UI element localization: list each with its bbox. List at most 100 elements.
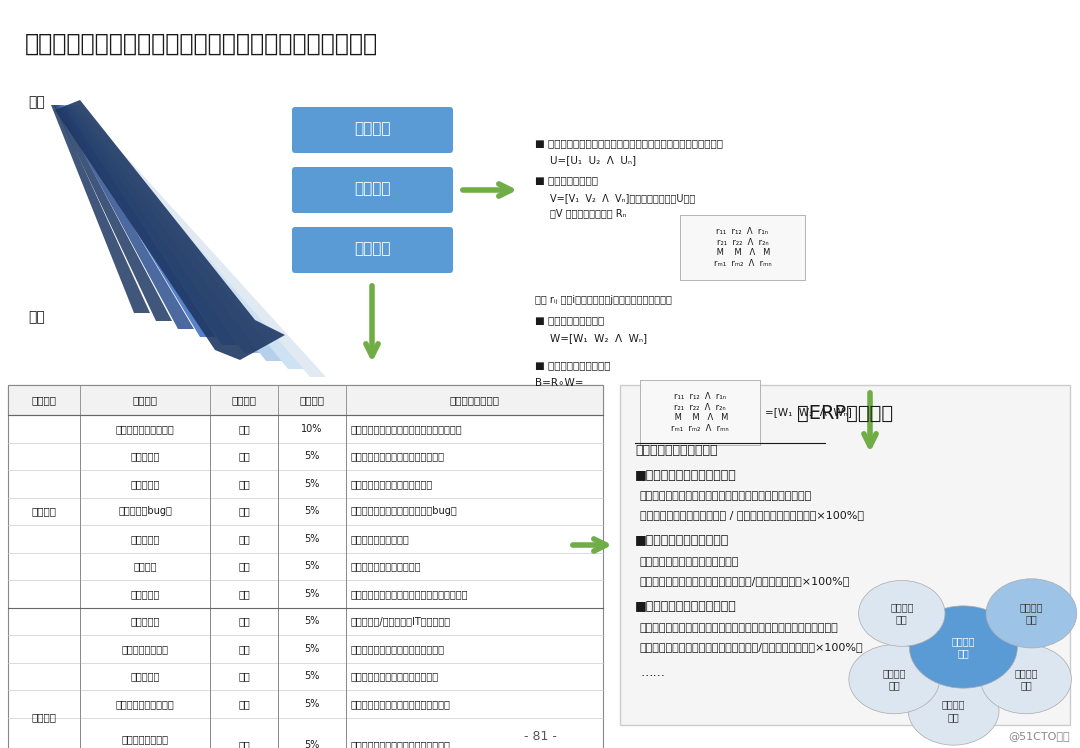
Text: 变革推动
风险: 变革推动 风险 — [942, 699, 966, 722]
Text: B=R∘W=: B=R∘W= — [535, 378, 583, 388]
Text: 其中 rᵢⱼ 为第i个指标针对第j个评价等级的隶属度。: 其中 rᵢⱼ 为第i个指标针对第j个评价等级的隶属度。 — [535, 295, 672, 305]
Text: 项目管理
风险: 项目管理 风险 — [882, 668, 906, 690]
Text: 效益指标: 效益指标 — [354, 242, 391, 257]
Ellipse shape — [909, 606, 1017, 688]
Text: U=[U₁  U₂  Λ  Uₙ]: U=[U₁ U₂ Λ Uₙ] — [550, 155, 636, 165]
Text: 系统普及率: 系统普及率 — [131, 589, 160, 598]
Ellipse shape — [981, 645, 1071, 714]
Text: 应用指标: 应用指标 — [354, 182, 391, 197]
Text: 通过信息化项目培训考试的员工比例: 通过信息化项目培训考试的员工比例 — [351, 644, 445, 654]
Text: 定量: 定量 — [238, 451, 249, 462]
FancyBboxPatch shape — [8, 385, 603, 748]
Text: 目的：促使对客户实行额度管理；: 目的：促使对客户实行额度管理； — [640, 557, 740, 567]
Text: 5%: 5% — [305, 506, 320, 516]
Text: r₁₁  r₁₂  Λ  r₁ₙ
r₂₁  r₂₂  Λ  r₂ₙ
 Μ    Μ   Λ   Μ
rₘ₁  rₘ₂  Λ  rₘₙ: r₁₁ r₁₂ Λ r₁ₙ r₂₁ r₂₂ Λ r₂ₙ Μ Μ Λ Μ rₘ₁ … — [714, 227, 771, 268]
Text: 5%: 5% — [305, 699, 320, 709]
Text: 实施效果
风险: 实施效果 风险 — [1020, 602, 1043, 625]
Text: 对管理提升的支持指标：: 对管理提升的支持指标： — [635, 444, 717, 456]
Text: W=[W₁  W₂  Λ  Wₙ]: W=[W₁ W₂ Λ Wₙ] — [550, 333, 647, 343]
Text: ■ 计算基础数据综合评价: ■ 计算基础数据综合评价 — [535, 360, 610, 370]
Text: ……: …… — [640, 666, 665, 679]
Text: 领导对信息系统重视度: 领导对信息系统重视度 — [116, 424, 174, 434]
Ellipse shape — [859, 580, 945, 646]
Text: 5%: 5% — [305, 644, 320, 654]
Text: ■资金安排准确率（收款）：: ■资金安排准确率（收款）： — [635, 468, 737, 482]
Text: 实际使用系统的人数和应使用系统人数的比率: 实际使用系统的人数和应使用系统人数的比率 — [351, 589, 469, 598]
Text: 定量: 定量 — [238, 589, 249, 598]
Text: 业务人员对信息化项目的运用能力: 业务人员对信息化项目的运用能力 — [351, 671, 440, 681]
Text: 5%: 5% — [305, 740, 320, 748]
Text: 数据输入的及时性
（指标集）: 数据输入的及时性 （指标集） — [121, 735, 168, 748]
Text: 5%: 5% — [305, 589, 320, 598]
Text: 定性: 定性 — [238, 424, 249, 434]
Text: =[W₁  W₂  Λ  Wₙ]: =[W₁ W₂ Λ Wₙ] — [765, 408, 852, 417]
Text: 5%: 5% — [305, 561, 320, 571]
Text: 5%: 5% — [305, 479, 320, 488]
Text: 复合型人才: 复合型人才 — [131, 671, 160, 681]
FancyBboxPatch shape — [292, 167, 453, 213]
Text: 定性: 定性 — [28, 310, 44, 324]
Text: 问题关闭率: 问题关闭率 — [131, 534, 160, 544]
Text: 上线后发现影响业务运作的系统bug数: 上线后发现影响业务运作的系统bug数 — [351, 506, 458, 516]
Text: 项目实施
风险: 项目实施 风险 — [951, 636, 975, 658]
Text: 信息化技能普及率: 信息化技能普及率 — [121, 644, 168, 654]
Text: 培训人次: 培训人次 — [133, 561, 157, 571]
Text: 指标解释，通俗化: 指标解释，通俗化 — [449, 395, 499, 405]
Text: 以ERP项目为例: 以ERP项目为例 — [797, 403, 893, 423]
Text: 定量: 定量 — [238, 699, 249, 709]
Text: 算法：已经投予签约额度的客户记录数/所有客户记录数×100%；: 算法：已经投予签约额度的客户记录数/所有客户记录数×100%； — [640, 576, 850, 586]
FancyBboxPatch shape — [8, 385, 603, 415]
Text: 上线后系统bug数: 上线后系统bug数 — [118, 506, 172, 516]
Text: ■ 确定各指标的权重：: ■ 确定各指标的权重： — [535, 315, 604, 325]
Polygon shape — [72, 105, 303, 369]
Text: 定量: 定量 — [238, 479, 249, 488]
Text: 企业向信息化项目所输入数据的及时性: 企业向信息化项目所输入数据的及时性 — [351, 740, 450, 748]
Text: - 81 -: - 81 - — [524, 729, 556, 743]
Text: ■客户签约额度分配比例：: ■客户签约额度分配比例： — [635, 535, 729, 548]
Text: ■ 建立评价等级集：: ■ 建立评价等级集： — [535, 175, 598, 185]
Text: 人员保障
风险: 人员保障 风险 — [1014, 668, 1038, 690]
Text: 5%: 5% — [305, 616, 320, 626]
FancyBboxPatch shape — [640, 380, 760, 445]
Polygon shape — [60, 105, 216, 337]
Text: 企业向信息化项目所输入数据的完整性: 企业向信息化项目所输入数据的完整性 — [351, 699, 450, 709]
Text: 算法：实际到账本币总计金额 / 资金预算（收款）总计金额×100%；: 算法：实际到账本币总计金额 / 资金预算（收款）总计金额×100%； — [640, 510, 864, 520]
Polygon shape — [69, 105, 282, 361]
Text: 建立全息信息化项目的量化评价体系，确保项目实施效果: 建立全息信息化项目的量化评价体系，确保项目实施效果 — [25, 32, 378, 56]
Text: 对V 制成模糊关系矩阵 Rₙ: 对V 制成模糊关系矩阵 Rₙ — [550, 208, 626, 218]
Ellipse shape — [986, 579, 1077, 648]
Ellipse shape — [849, 645, 940, 714]
Text: 执行指标: 执行指标 — [354, 121, 391, 136]
Text: @51CTO博客: @51CTO博客 — [1009, 731, 1070, 741]
Polygon shape — [75, 105, 326, 377]
Text: 定性: 定性 — [238, 616, 249, 626]
Text: 5%: 5% — [305, 451, 320, 462]
Polygon shape — [55, 100, 285, 360]
Polygon shape — [63, 105, 238, 345]
Text: 执行指标: 执行指标 — [31, 506, 56, 516]
Text: 预算达成率: 预算达成率 — [131, 451, 160, 462]
Text: 应用指标: 应用指标 — [31, 713, 56, 723]
FancyBboxPatch shape — [620, 385, 1070, 725]
Text: r₁₁  r₁₂  Λ  r₁ₙ
r₂₁  r₂₂  Λ  r₂ₙ
 Μ    Μ   Λ   Μ
rₘ₁  rₘ₂  Λ  rₘₙ: r₁₁ r₁₂ Λ r₁ₙ r₂₁ r₂₂ Λ r₂ₙ Μ Μ Λ Μ rₘ₁ … — [671, 393, 729, 432]
Text: ■ 设计考核因素集：在考核因素中，只取信息化项目的定性指标；: ■ 设计考核因素集：在考核因素中，只取信息化项目的定性指标； — [535, 138, 723, 148]
FancyBboxPatch shape — [292, 227, 453, 273]
Text: 定量: 定量 — [28, 95, 44, 109]
Text: 定量: 定量 — [238, 506, 249, 516]
Text: 定量: 定量 — [238, 644, 249, 654]
Text: 10%: 10% — [301, 424, 323, 434]
Text: 目的：促使业务员尽量准确地做出资金安排（收款）预算；: 目的：促使业务员尽量准确地做出资金安排（收款）预算； — [640, 491, 812, 501]
Text: 定量: 定量 — [238, 740, 249, 748]
Text: 参与信息化项目培训的人次: 参与信息化项目培训的人次 — [351, 561, 421, 571]
FancyBboxPatch shape — [292, 107, 453, 153]
Text: ■供应商签约额度分配比例：: ■供应商签约额度分配比例： — [635, 601, 737, 613]
Text: 项目建设的实际范费与预算的一致性: 项目建设的实际范费与预算的一致性 — [351, 451, 445, 462]
Polygon shape — [66, 105, 260, 353]
Polygon shape — [51, 105, 150, 313]
Text: 定性: 定性 — [238, 671, 249, 681]
Text: 计划达成率: 计划达成率 — [131, 479, 160, 488]
Text: 目的：掌握供应商的签约额度，为调整供应商的签约额度提供依据；: 目的：掌握供应商的签约额度，为调整供应商的签约额度提供依据； — [640, 623, 839, 633]
Text: 目标偏离
风险: 目标偏离 风险 — [890, 602, 914, 625]
Text: 定量: 定量 — [238, 561, 249, 571]
Text: 项目关键节点按计划完成率目标: 项目关键节点按计划完成率目标 — [351, 479, 433, 488]
